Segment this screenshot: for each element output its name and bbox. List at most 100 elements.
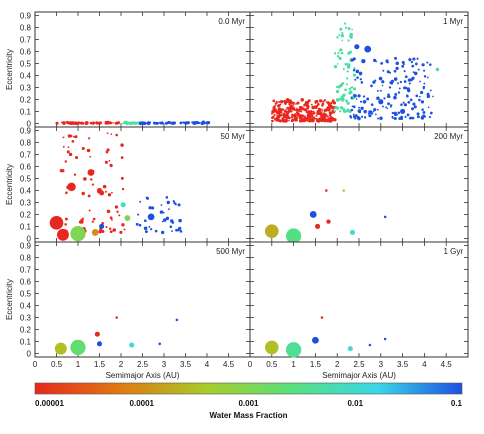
y-tick-label: 0.6 <box>20 163 32 172</box>
data-point <box>147 213 155 221</box>
data-point <box>355 98 358 100</box>
data-point <box>393 95 397 100</box>
data-point <box>348 90 353 94</box>
panel-1: 1 Myr <box>249 11 469 128</box>
data-point <box>393 69 397 73</box>
data-point <box>112 228 117 232</box>
panel-time-label: 1 Gyr <box>443 247 463 256</box>
y-tick-label: 0.2 <box>20 325 32 334</box>
data-point <box>294 114 297 117</box>
data-point <box>74 121 78 126</box>
data-point <box>299 119 303 123</box>
data-point <box>337 52 340 55</box>
data-point <box>106 132 109 135</box>
data-point <box>336 97 339 100</box>
data-point <box>329 114 332 117</box>
data-point <box>290 115 294 119</box>
data-point <box>363 116 367 119</box>
data-point <box>135 222 139 226</box>
data-point <box>270 120 273 122</box>
data-point <box>154 229 158 233</box>
data-point <box>400 108 406 114</box>
data-point <box>274 104 277 107</box>
data-point <box>313 116 316 119</box>
data-point <box>393 117 397 121</box>
y-tick-label: 0.1 <box>20 107 32 116</box>
data-point <box>105 226 108 229</box>
data-point <box>324 118 327 121</box>
data-point <box>278 119 283 123</box>
x-axis-label: Semimajor Axis (AU) <box>106 371 180 380</box>
data-point <box>429 111 433 115</box>
y-tick-label: 0.4 <box>20 301 32 310</box>
data-point <box>150 228 153 231</box>
data-point <box>177 203 181 207</box>
data-point <box>307 99 311 103</box>
data-point <box>373 108 377 112</box>
x-tick-label: 1.5 <box>94 360 106 369</box>
data-point <box>351 86 354 89</box>
y-tick-label: 0.5 <box>20 175 32 184</box>
data-point <box>310 114 314 118</box>
data-point <box>334 110 337 113</box>
data-point <box>346 77 349 80</box>
data-point <box>99 223 105 229</box>
data-point <box>416 115 420 119</box>
data-point <box>403 70 406 73</box>
data-point <box>317 103 320 106</box>
data-point <box>391 111 394 115</box>
data-point <box>62 136 65 139</box>
data-point <box>435 67 440 72</box>
x-axis-label: Semimajor Axis (AU) <box>322 371 396 380</box>
data-point <box>340 95 344 99</box>
data-point <box>315 114 318 117</box>
y-tick-label: 0.1 <box>20 222 32 231</box>
data-point <box>296 101 300 105</box>
data-point <box>412 102 416 106</box>
data-point <box>175 318 179 322</box>
data-point <box>144 230 148 234</box>
y-axis-label: Eccentricity <box>5 279 14 320</box>
data-point <box>272 99 276 103</box>
data-point <box>168 121 172 124</box>
data-point <box>121 187 125 191</box>
data-point <box>344 62 348 66</box>
data-point <box>320 108 323 111</box>
x-tick-label: 1.5 <box>310 360 322 369</box>
data-point <box>168 208 170 211</box>
data-point <box>318 113 321 116</box>
data-point <box>288 116 291 119</box>
data-point <box>352 73 357 77</box>
data-point <box>54 342 67 355</box>
data-point <box>287 109 292 113</box>
data-point <box>418 98 421 102</box>
data-point <box>92 217 96 221</box>
x-tick-label: 3.5 <box>397 360 409 369</box>
data-point <box>345 110 348 113</box>
data-point <box>67 134 72 138</box>
data-point <box>149 121 152 124</box>
data-point <box>344 88 347 92</box>
data-point <box>406 113 410 117</box>
data-point <box>349 32 354 37</box>
data-point <box>385 106 387 108</box>
data-point <box>374 79 377 82</box>
x-tick-label: 0.5 <box>266 360 278 369</box>
data-point <box>99 190 105 196</box>
y-tick-label: 0.2 <box>20 95 32 104</box>
data-point <box>342 189 346 192</box>
data-point <box>307 111 311 114</box>
data-point <box>389 105 392 108</box>
data-point <box>305 111 309 114</box>
data-point <box>115 133 119 137</box>
data-point <box>342 68 345 71</box>
data-point <box>99 121 102 124</box>
data-point <box>419 80 421 83</box>
data-point <box>88 209 91 212</box>
data-point <box>62 121 66 125</box>
y-tick-label: 0.9 <box>20 127 32 136</box>
data-point <box>360 81 364 84</box>
data-point <box>120 176 124 180</box>
panel-3: 200 Myr <box>249 126 469 244</box>
data-point <box>419 95 421 98</box>
